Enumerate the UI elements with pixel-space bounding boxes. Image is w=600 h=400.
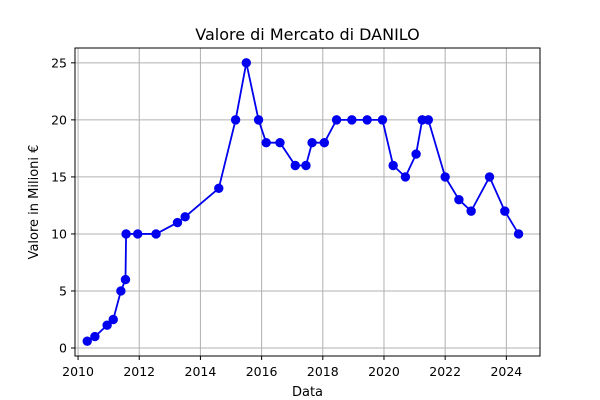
data-point bbox=[347, 115, 357, 125]
data-point bbox=[82, 336, 92, 346]
x-tick-label: 2012 bbox=[123, 364, 155, 379]
data-point bbox=[400, 172, 411, 182]
data-point bbox=[261, 137, 271, 148]
data-point bbox=[454, 195, 464, 205]
data-point bbox=[362, 115, 372, 125]
y-tick-label: 10 bbox=[51, 226, 67, 241]
data-point bbox=[253, 115, 264, 125]
data-point bbox=[180, 212, 190, 222]
y-tick-label: 15 bbox=[51, 169, 67, 184]
data-point bbox=[411, 149, 421, 159]
data-point bbox=[290, 160, 300, 171]
y-tick-label: 20 bbox=[51, 112, 67, 127]
data-point bbox=[214, 183, 224, 194]
data-point bbox=[331, 115, 342, 125]
data-point bbox=[172, 217, 183, 228]
data-point bbox=[513, 229, 524, 239]
series-layer bbox=[82, 58, 524, 346]
data-point bbox=[241, 58, 252, 68]
x-tick-label: 2010 bbox=[62, 364, 94, 379]
x-axis-label: Data bbox=[292, 385, 323, 400]
x-tick-label: 2024 bbox=[490, 364, 522, 379]
data-point bbox=[319, 137, 330, 148]
grid bbox=[75, 48, 540, 356]
data-point bbox=[230, 115, 241, 125]
x-tick-label: 2020 bbox=[368, 364, 400, 379]
y-tick-label: 25 bbox=[51, 55, 67, 70]
x-tick-label: 2016 bbox=[246, 364, 278, 379]
data-point bbox=[466, 206, 476, 216]
data-point bbox=[388, 160, 398, 171]
data-point bbox=[275, 137, 285, 148]
x-tick-label: 2018 bbox=[307, 364, 339, 379]
data-point bbox=[133, 229, 143, 239]
data-point bbox=[121, 229, 131, 239]
data-point bbox=[440, 172, 450, 182]
series-line bbox=[86, 61, 520, 342]
data-point bbox=[108, 314, 118, 325]
x-tick-label: 2022 bbox=[429, 364, 461, 379]
data-point bbox=[377, 115, 388, 125]
data-point bbox=[151, 229, 161, 239]
y-tick-label: 5 bbox=[59, 283, 67, 298]
data-point bbox=[301, 160, 311, 171]
plot-frame bbox=[74, 47, 541, 357]
data-point bbox=[90, 331, 100, 342]
data-point bbox=[120, 274, 131, 285]
data-point bbox=[423, 115, 434, 125]
chart-title: Valore di Mercato di DANILO bbox=[195, 25, 420, 44]
axis-ticks: 2010 2012 2014 2016 2018 2020 2022 2024 0 5 10 15 20… bbox=[51, 55, 522, 379]
data-point bbox=[116, 286, 126, 296]
data-point bbox=[500, 206, 510, 216]
x-tick-label: 2014 bbox=[185, 364, 217, 379]
data-point bbox=[307, 137, 317, 148]
y-tick-label: 0 bbox=[59, 341, 67, 356]
y-axis-label: Valore in Milioni € bbox=[27, 145, 42, 260]
data-point bbox=[102, 320, 112, 330]
data-point bbox=[484, 172, 495, 182]
